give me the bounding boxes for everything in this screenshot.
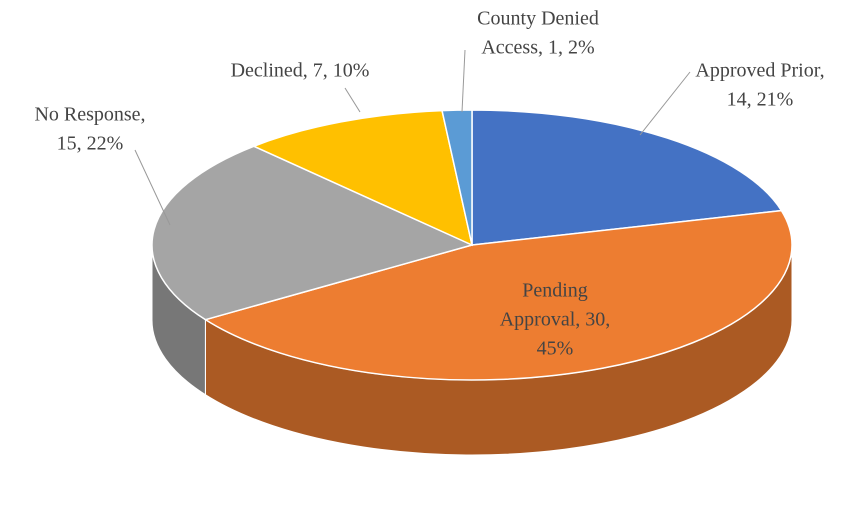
leader-line	[134, 149, 171, 226]
pie-slice	[151, 145, 475, 321]
data-label: Access, 1, 2%	[481, 37, 594, 59]
leader-line	[461, 49, 466, 113]
data-label: 45%	[537, 338, 574, 360]
data-label: No Response,	[34, 104, 145, 126]
data-label: Pending	[522, 280, 588, 302]
pie-slice	[203, 209, 793, 381]
leader-line	[344, 87, 361, 113]
leader-line	[639, 71, 691, 136]
pie-slice	[441, 109, 473, 246]
data-label: Declined, 7, 10%	[231, 60, 370, 82]
data-label: 14, 21%	[727, 89, 794, 111]
data-label: Approval, 30,	[500, 309, 611, 331]
pie-slice	[471, 109, 783, 246]
data-label: County Denied	[477, 8, 599, 30]
data-label: 15, 22%	[57, 133, 124, 155]
data-label: Approved Prior,	[695, 60, 824, 82]
pie-slice	[251, 109, 474, 247]
